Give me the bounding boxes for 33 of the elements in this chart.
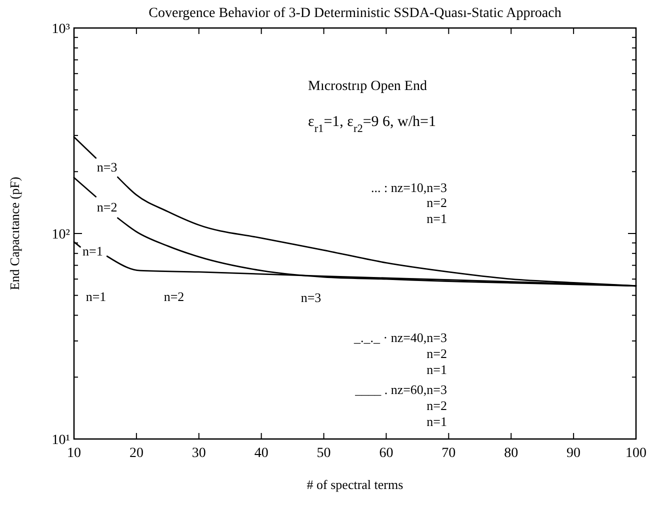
series-label: n=3 <box>96 160 118 175</box>
x-tick-label: 80 <box>504 446 518 461</box>
x-tick-label: 60 <box>379 446 394 461</box>
annotation: Mıcrostrıp Open End <box>308 79 427 94</box>
annotation: ... : nz=10,n=3 <box>370 180 447 195</box>
annotation: ε$_{r1}$=1, ε$_{r2}$=9 6, w/h=1 <box>308 114 436 135</box>
x-tick-label: 50 <box>316 446 331 461</box>
x-tick-label: 70 <box>442 446 456 461</box>
x-tick-label: 90 <box>566 446 581 461</box>
x-tick-label: 40 <box>254 446 268 461</box>
x-tick-label: 20 <box>129 446 144 461</box>
x-tick-label: 100 <box>626 446 646 461</box>
annotation: n=1 <box>426 362 447 377</box>
annotation: n=2 <box>426 398 447 413</box>
chart-title: Covergence Behavior of 3-D Deterministic SSDA-Quası-Static Approach <box>148 6 562 21</box>
x-axis-title: # of spectral terms <box>306 477 404 492</box>
annotation: ____ . nz=60,n=3 <box>354 382 447 397</box>
annotation: n=2 <box>426 346 447 361</box>
y-tick-label: 10¹ <box>52 433 70 448</box>
series-label: n=2 <box>96 199 118 214</box>
annotation: n=1 <box>86 289 106 304</box>
annotation: _._._ · nz=40,n=3 <box>352 330 447 345</box>
annotation: n=2 <box>426 195 447 210</box>
y-tick-label: 10³ <box>52 22 70 37</box>
annotation: n=1 <box>426 211 447 226</box>
annotation: n=2 <box>164 289 184 304</box>
series-label: n=1 <box>82 244 103 259</box>
annotation: n=3 <box>300 290 322 305</box>
x-tick-label: 30 <box>192 446 206 461</box>
y-tick-label: 10² <box>52 228 70 242</box>
annotation: n=1 <box>426 414 447 429</box>
y-axis-title: End Capacıtance (pF) <box>7 176 22 290</box>
x-tick-label: 10 <box>67 446 81 461</box>
